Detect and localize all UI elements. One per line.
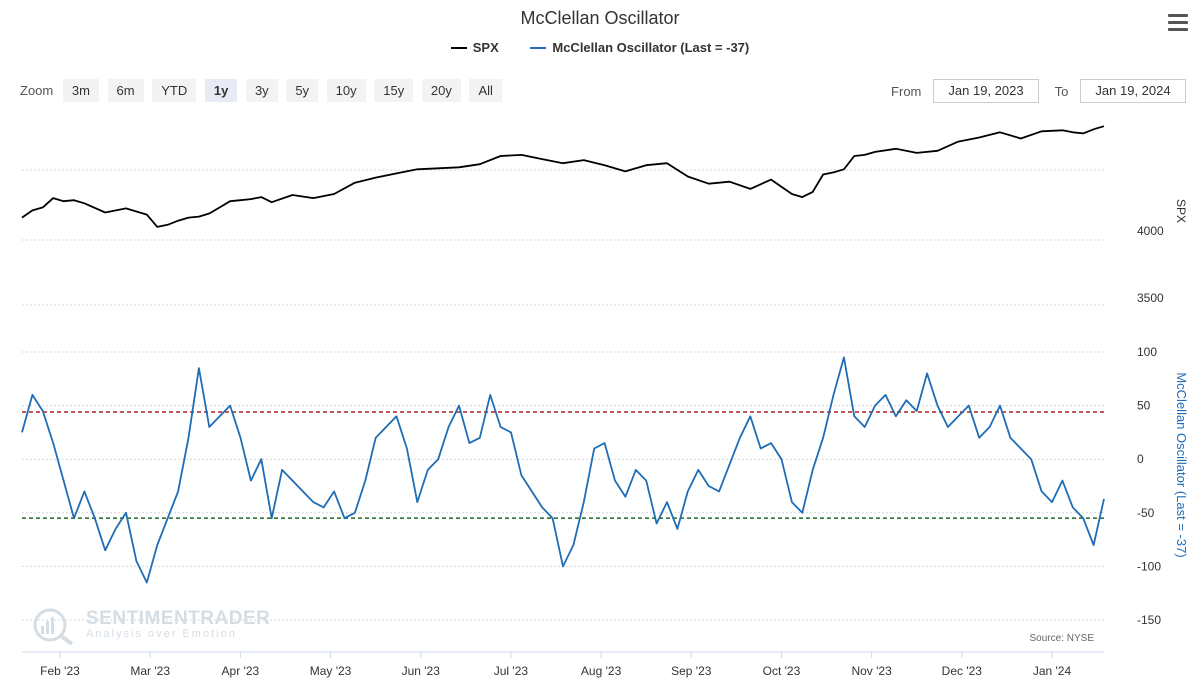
axes: 4000 3500 100 50 0 -50 -100 -150 Feb '23 Mar '23 A…: [22, 224, 1164, 678]
oscillator-tick-label: -100: [1137, 559, 1161, 573]
spx-tick-label: 4000: [1137, 224, 1164, 238]
threshold-lines: [22, 411, 1104, 519]
oscillator-tick-label: 100: [1137, 345, 1157, 359]
zoom-button-ytd[interactable]: YTD: [152, 79, 197, 102]
x-axis-tick-label: Oct '23: [763, 664, 801, 678]
oscillator-tick-label: 0: [1137, 452, 1144, 466]
legend-label-spx: SPX: [472, 40, 499, 55]
to-date-input[interactable]: Jan 19, 2024: [1080, 79, 1186, 103]
x-axis-tick-label: Jan '24: [1033, 664, 1072, 678]
legend: SPX McClellan Oscillator (Last = -37): [0, 40, 1200, 55]
zoom-bar: Zoom 3m 6m YTD 1y 3y 5y 10y 15y 20y All: [20, 79, 507, 102]
oscillator-axis-title: McClellan Oscillator (Last = -37): [1174, 372, 1189, 557]
from-date-input[interactable]: Jan 19, 2023: [933, 79, 1040, 103]
oscillator-series-line: [21, 356, 1105, 584]
x-axis-tick-label: Aug '23: [581, 664, 622, 678]
date-range-selector: From Jan 19, 2023 To Jan 19, 2024: [879, 79, 1186, 103]
gridlines: [22, 169, 1104, 621]
legend-item-spx[interactable]: SPX: [450, 40, 499, 55]
sentimentrader-watermark: SENTIMENTRADER Analysis over Emotion: [30, 606, 270, 651]
magnifier-logo-icon: [33, 608, 74, 646]
series-lines: [21, 125, 1105, 584]
zoom-button-15y[interactable]: 15y: [374, 79, 414, 102]
hamburger-menu-icon[interactable]: [1168, 14, 1188, 32]
legend-item-oscillator[interactable]: McClellan Oscillator (Last = -37): [530, 40, 749, 55]
watermark-brand-name: SENTIMENTRADER: [86, 608, 271, 629]
spx-axis-title: SPX: [1174, 199, 1188, 223]
chart-title: McClellan Oscillator: [520, 8, 680, 28]
watermark-tagline: Analysis over Emotion: [86, 628, 237, 640]
zoom-button-all[interactable]: All: [469, 79, 502, 102]
zoom-button-5y[interactable]: 5y: [286, 79, 319, 102]
spx-tick-label: 3500: [1137, 291, 1164, 305]
oscillator-tick-label: -50: [1137, 506, 1155, 520]
spx-series-line: [21, 125, 1105, 228]
legend-label-oscillator: McClellan Oscillator (Last = -37): [552, 40, 750, 55]
to-label: To: [1054, 83, 1069, 99]
x-axis-tick-label: Apr '23: [222, 664, 260, 678]
zoom-button-1y[interactable]: 1y: [204, 79, 238, 102]
legend-swatch-spx: [450, 46, 467, 49]
legend-swatch-oscillator: [530, 46, 547, 49]
x-axis-tick-label: Mar '23: [130, 664, 170, 678]
zoom-button-10y[interactable]: 10y: [326, 79, 366, 102]
zoom-button-6m[interactable]: 6m: [107, 79, 144, 102]
oscillator-tick-label: -150: [1137, 613, 1161, 627]
oscillator-tick-label: 50: [1137, 399, 1151, 413]
menu-bar: [1168, 21, 1188, 24]
menu-bar: [1168, 14, 1188, 17]
source-note: Source: NYSE: [1029, 633, 1094, 644]
x-axis-tick-label: Jun '23: [402, 664, 441, 678]
menu-bar: [1168, 28, 1188, 31]
zoom-button-20y[interactable]: 20y: [421, 79, 461, 102]
x-axis-tick-label: Nov '23: [851, 664, 892, 678]
from-label: From: [891, 83, 922, 99]
x-axis-tick-label: Dec '23: [942, 664, 983, 678]
zoom-button-3y[interactable]: 3y: [245, 79, 278, 102]
x-axis-tick-label: Jul '23: [494, 664, 529, 678]
x-axis-tick-label: Sep '23: [671, 664, 712, 678]
x-axis-tick-label: May '23: [310, 664, 352, 678]
zoom-button-3m[interactable]: 3m: [62, 79, 99, 102]
x-axis-tick-label: Feb '23: [40, 664, 80, 678]
zoom-label: Zoom: [20, 83, 54, 98]
